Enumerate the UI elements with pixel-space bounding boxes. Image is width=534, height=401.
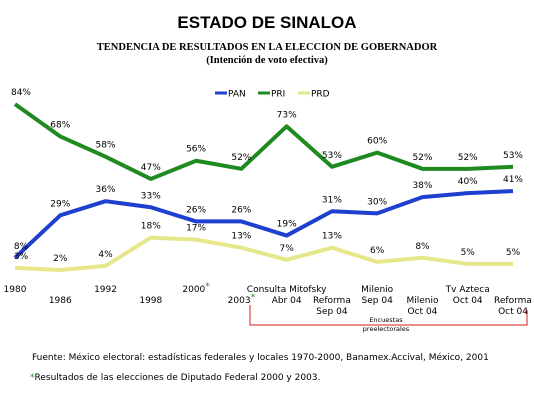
data-label: 2%	[53, 254, 68, 264]
data-label: 56%	[186, 145, 206, 155]
x-tick-text: 1980	[4, 285, 27, 295]
data-label: 26%	[186, 205, 206, 215]
legend-label: PRI	[271, 90, 285, 100]
data-label: 60%	[367, 137, 387, 147]
x-tick-text: Milenio	[361, 285, 394, 295]
data-label: 33%	[141, 191, 161, 201]
data-label: 52%	[412, 153, 432, 163]
annotation: Encuestas	[369, 316, 403, 324]
x-tick-label: 1980	[4, 285, 27, 295]
x-tick-text: 1998	[139, 296, 162, 306]
chart-subtitle: TENDENCIA DE RESULTADOS EN LA ELECCION D…	[97, 42, 438, 53]
data-label: 8%	[415, 242, 430, 252]
x-tick-label: Milenio	[361, 285, 394, 295]
x-tick-label: Consulta Mitofsky	[247, 285, 327, 295]
x-tick-label: Abr 04	[272, 296, 302, 306]
footnote-marker: *	[30, 373, 35, 383]
data-label: 68%	[50, 120, 70, 130]
x-tick-label: 1992	[94, 285, 117, 295]
data-label: 8%	[14, 242, 29, 252]
data-label: 5%	[461, 248, 476, 258]
data-label: 13%	[322, 232, 342, 242]
footnote-text: Resultados de las elecciones de Diputado…	[35, 373, 321, 383]
x-tick-label: Reforma	[494, 296, 532, 306]
x-tick-text: Reforma	[313, 296, 351, 306]
data-label: 6%	[370, 246, 385, 256]
x-tick-label: Reforma	[313, 296, 351, 306]
data-label: 13%	[231, 232, 251, 242]
data-label: 38%	[412, 181, 432, 191]
data-label: 30%	[367, 197, 387, 207]
footnote-marker: *	[205, 282, 210, 292]
x-tick-text: 1986	[49, 296, 72, 306]
data-label: 40%	[458, 177, 478, 187]
data-label: 84%	[11, 88, 31, 98]
data-label: 19%	[277, 220, 297, 230]
x-tick-text: Oct 04	[453, 296, 483, 306]
data-label: 18%	[141, 222, 161, 232]
footnote: *Resultados de las elecciones de Diputad…	[30, 373, 320, 383]
data-label: 26%	[231, 205, 251, 215]
x-tick-text: Tv Azteca	[445, 285, 490, 295]
x-tick-label: Oct 04	[408, 307, 438, 317]
data-label: 4%	[98, 250, 113, 260]
chart-subtitle: (Intención de voto efectiva)	[206, 55, 328, 66]
data-label: 29%	[50, 199, 70, 209]
x-tick-label: Milenio	[406, 296, 439, 306]
data-label: 53%	[503, 151, 523, 161]
series-line	[14, 235, 513, 272]
data-label: 17%	[186, 224, 206, 234]
legend-label: PAN	[228, 90, 246, 100]
legend-label: PRD	[311, 90, 330, 100]
data-label: 5%	[506, 248, 521, 258]
bracket	[249, 305, 528, 326]
data-label: 3%	[14, 252, 29, 262]
x-tick-label: Sep 04	[362, 296, 394, 306]
footnote-marker: *	[251, 293, 256, 303]
data-label: 7%	[279, 244, 294, 254]
data-label: 47%	[141, 163, 161, 173]
series-line	[13, 102, 514, 181]
x-tick-label: 1986	[49, 296, 72, 306]
series-line	[13, 189, 514, 260]
x-tick-text: 1992	[94, 285, 117, 295]
x-tick-text: Oct 04	[498, 307, 528, 317]
x-tick-text: Abr 04	[272, 296, 302, 306]
x-tick-text: Oct 04	[408, 307, 438, 317]
data-label: 53%	[322, 151, 342, 161]
x-tick-label: 2003*	[228, 293, 256, 306]
x-tick-label: Sep 04	[316, 307, 348, 317]
data-label: 41%	[503, 175, 523, 185]
x-tick-label: Tv Azteca	[445, 285, 490, 295]
data-label: 52%	[458, 153, 478, 163]
x-tick-text: 2000	[182, 285, 205, 295]
x-tick-text: Milenio	[406, 296, 439, 306]
data-label: 58%	[96, 141, 116, 151]
x-tick-text: Consulta Mitofsky	[247, 285, 327, 295]
data-label: 31%	[322, 195, 342, 205]
data-label: 36%	[96, 185, 116, 195]
x-tick-text: Sep 04	[362, 296, 394, 306]
source-note: Fuente: México electoral: estadísticas f…	[32, 352, 489, 363]
x-tick-text: Reforma	[494, 296, 532, 306]
x-tick-label: Oct 04	[453, 296, 483, 306]
x-tick-text: Sep 04	[316, 307, 348, 317]
chart-title: ESTADO DE SINALOA	[177, 13, 356, 32]
data-label: 52%	[231, 153, 251, 163]
x-tick-text: 2003	[228, 296, 251, 306]
annotation: preelectorales	[363, 325, 410, 333]
data-label: 73%	[277, 110, 297, 120]
x-tick-label: Oct 04	[498, 307, 528, 317]
x-tick-label: 1998	[139, 296, 162, 306]
x-tick-label: 2000*	[182, 282, 210, 295]
